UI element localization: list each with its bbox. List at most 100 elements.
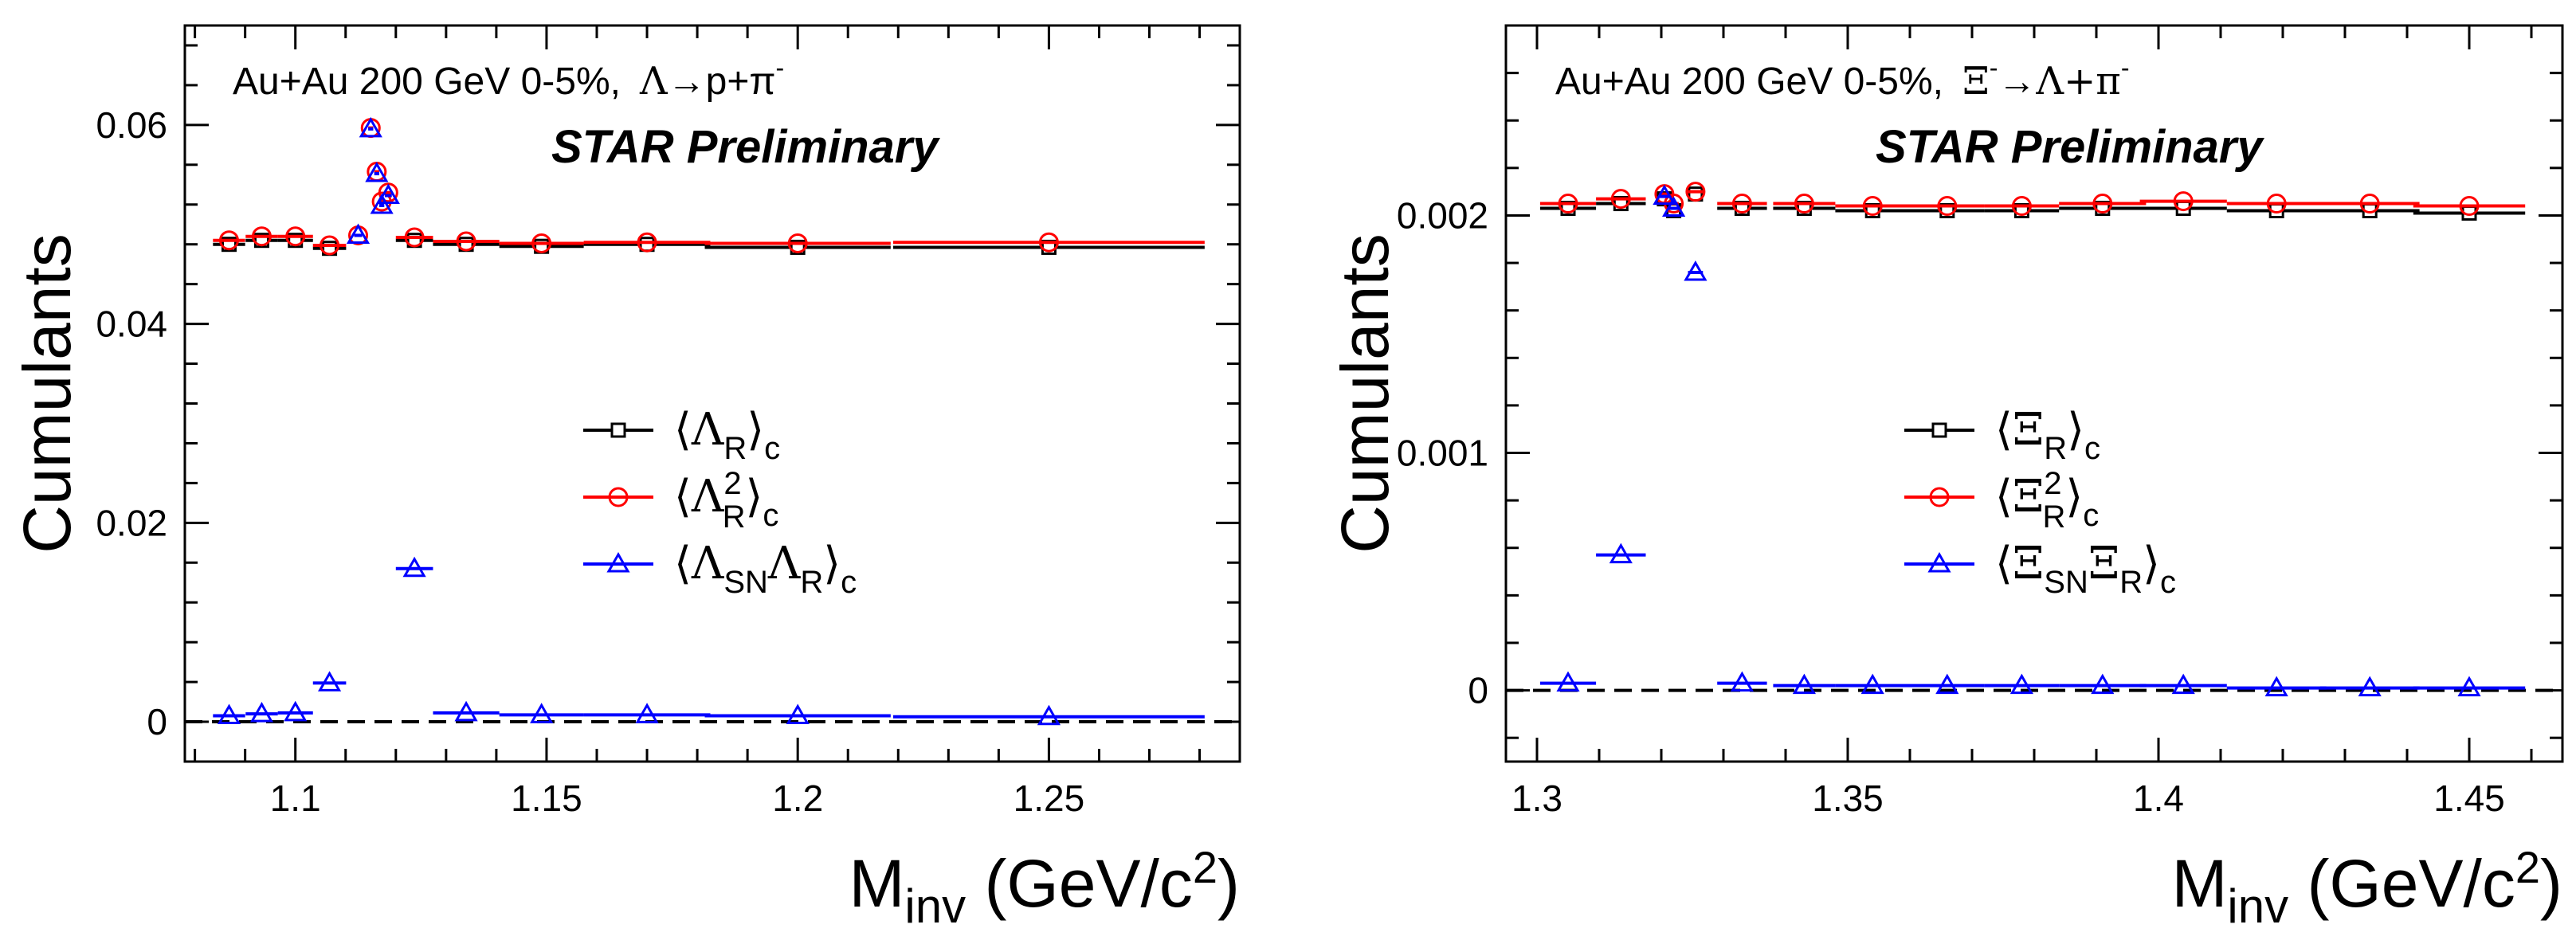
xi-data-point xyxy=(2266,194,2287,214)
xi-x-tick-label: 1.4 xyxy=(2133,778,2184,819)
lambda-x-tick-label: 1.25 xyxy=(1014,778,1085,819)
xi-data-point xyxy=(1731,194,1752,214)
lambda-data-point xyxy=(454,700,478,722)
xi-x-tick-label: 1.3 xyxy=(1511,778,1562,819)
xi-info-text: Au+Au 200 GeV 0-5%, Ξ-→Λ+π- xyxy=(1555,53,2130,104)
lambda-y-tick-label: 0 xyxy=(147,701,167,742)
lambda-legend-marker xyxy=(608,487,629,507)
lambda-series-s3 xyxy=(213,116,1205,726)
lambda-info-text: Au+Au 200 GeV 0-5%, Λ→p+π- xyxy=(233,53,784,104)
lambda-plot-frame xyxy=(183,24,1241,763)
xi-data-point xyxy=(2171,673,2195,695)
xi-data-point xyxy=(2457,676,2481,697)
xi-star-preliminary: STAR Preliminary xyxy=(1876,121,2264,173)
lambda-data-point xyxy=(404,227,425,248)
lambda-data-point xyxy=(359,116,382,138)
xi-data-point xyxy=(2173,191,2194,212)
xi-data-point xyxy=(1609,543,1633,564)
lambda-data-point xyxy=(365,162,389,182)
lambda-series-s2 xyxy=(213,118,1205,256)
xi-data-point xyxy=(1794,194,1814,214)
xi-x-tick-label: 1.35 xyxy=(1812,778,1884,819)
xi-data-point xyxy=(1653,184,1676,206)
lambda-data-point xyxy=(317,671,342,691)
lambda-y-tick-label: 0.02 xyxy=(96,502,167,543)
xi-legend-marker xyxy=(1927,551,1951,573)
xi-data-point xyxy=(1935,673,1959,695)
lambda-data-point xyxy=(217,703,241,725)
lambda-data-point xyxy=(285,226,306,247)
xi-y-ticks: 0 0.001 0.002 xyxy=(1397,24,2562,739)
lambda-data-point xyxy=(249,702,274,723)
xi-data-point xyxy=(1860,673,1884,695)
xi-data-point xyxy=(1792,673,1816,695)
lambda-data-point xyxy=(370,193,394,214)
lambda-data-point xyxy=(376,183,400,205)
lambda-legend-marker xyxy=(606,551,630,573)
xi-data-point xyxy=(1937,196,1958,217)
lambda-data-point xyxy=(635,703,659,723)
lambda-legend-marker xyxy=(610,422,626,438)
xi-x-axis-label: Minv (GeV/c2) xyxy=(2171,842,2562,933)
lambda-data-point xyxy=(637,232,657,253)
xi-data-point xyxy=(2092,194,2113,214)
lambda-star-preliminary: STAR Preliminary xyxy=(551,121,940,173)
xi-data-point xyxy=(2358,676,2382,697)
xi-legend: ⟨ΞR⟩c⟨Ξ2 R⟩c⟨ΞSNΞR⟩c xyxy=(1904,404,2176,600)
xi-data-point xyxy=(1730,671,1754,692)
xi-legend-label: ⟨Ξ2 R⟩c xyxy=(1995,466,2099,535)
lambda-x-ticks: 1.1 1.15 1.2 1.25 xyxy=(194,25,1202,819)
xi-data-point xyxy=(1862,196,1883,217)
xi-legend-marker xyxy=(1929,487,1950,507)
xi-legend-label: ⟨ΞSNΞR⟩c xyxy=(1995,538,2176,600)
lambda-data-point xyxy=(218,230,239,251)
xi-data-point xyxy=(1610,189,1631,210)
xi-data-point xyxy=(1685,182,1706,202)
xi-panel: 1.3 1.35 1.4 1.45 0 0.001 0.002 Cumulants Min… xyxy=(1327,24,2564,933)
xi-data-point xyxy=(2009,673,2033,695)
lambda-data-point xyxy=(320,235,340,256)
xi-data-point xyxy=(1684,260,1708,281)
lambda-data-point xyxy=(456,231,476,252)
xi-y-tick-label: 0.001 xyxy=(1397,433,1488,474)
xi-data-point xyxy=(2359,194,2380,214)
xi-legend-label: ⟨ΞR⟩c xyxy=(1995,404,2100,466)
lambda-data-point xyxy=(1037,704,1061,726)
lambda-legend-label: ⟨ΛR⟩c xyxy=(674,404,780,466)
xi-data-point xyxy=(2091,673,2115,695)
xi-data-point xyxy=(1662,196,1686,217)
lambda-legend-label: ⟨ΛSNΛR⟩c xyxy=(674,538,857,600)
lambda-data-point xyxy=(402,556,426,578)
xi-legend-marker xyxy=(1931,422,1947,438)
xi-data-point xyxy=(1556,671,1580,692)
lambda-panel: 1.1 1.15 1.2 1.25 0 0.02 0.04 0.06 Cumulants M… xyxy=(10,24,1241,933)
xi-x-ticks: 1.3 1.35 1.4 1.45 xyxy=(1511,25,2533,819)
lambda-y-axis-label: Cumulants xyxy=(10,233,84,554)
xi-data-point xyxy=(1558,194,1578,214)
lambda-x-tick-label: 1.2 xyxy=(772,778,823,819)
xi-x-tick-label: 1.45 xyxy=(2433,778,2505,819)
lambda-data-point xyxy=(786,703,810,725)
xi-series-t3 xyxy=(1539,184,2526,697)
lambda-y-tick-label: 0.06 xyxy=(96,104,167,146)
lambda-legend: ⟨ΛR⟩c⟨Λ2 R⟩c⟨ΛSNΛR⟩c xyxy=(583,404,857,600)
lambda-data-marks xyxy=(213,116,1205,726)
xi-y-tick-label: 0 xyxy=(1468,670,1488,711)
lambda-x-tick-label: 1.15 xyxy=(511,778,582,819)
lambda-legend-label: ⟨Λ2 R⟩c xyxy=(674,466,778,535)
lambda-x-tick-label: 1.1 xyxy=(270,778,321,819)
lambda-data-point xyxy=(346,223,371,244)
xi-series-t2 xyxy=(1539,182,2526,217)
lambda-data-point xyxy=(1038,232,1059,253)
lambda-x-axis-label: Minv (GeV/c2) xyxy=(849,842,1240,933)
lambda-data-point xyxy=(531,233,552,253)
lambda-data-point xyxy=(251,226,272,247)
lambda-y-ticks: 0 0.02 0.04 0.06 xyxy=(96,44,1240,763)
lambda-data-point xyxy=(530,703,554,723)
xi-y-axis-label: Cumulants xyxy=(1327,233,1402,554)
xi-data-point xyxy=(2264,676,2288,697)
lambda-data-point xyxy=(787,233,808,253)
xi-data-point xyxy=(2459,196,2480,217)
lambda-data-point xyxy=(284,700,308,722)
